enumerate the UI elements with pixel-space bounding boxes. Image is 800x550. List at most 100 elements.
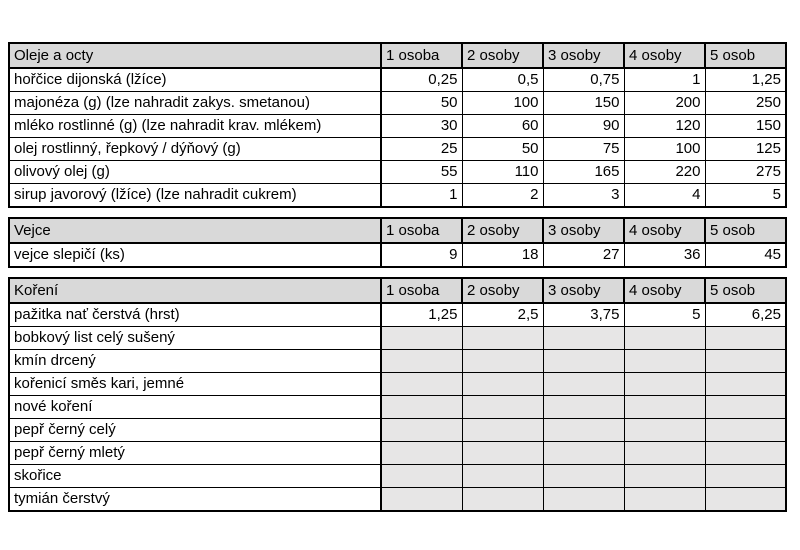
value-cell[interactable] [461,326,544,350]
value-cell[interactable]: 5 [623,302,706,327]
value-cell[interactable]: 90 [542,114,625,138]
value-cell[interactable] [542,326,625,350]
col-header-4-osoby[interactable]: 4 osoby [623,277,706,304]
value-cell[interactable] [623,441,706,465]
row-label-cell[interactable]: sirup javorový (lžíce) (lze nahradit cuk… [8,183,382,208]
value-cell[interactable]: 4 [623,183,706,208]
col-header-2-osoby[interactable]: 2 osoby [461,277,544,304]
value-cell[interactable] [623,487,706,512]
value-cell[interactable]: 18 [461,242,544,268]
col-header-5-osob[interactable]: 5 osob [704,277,787,304]
col-header-5-osob[interactable]: 5 osob [704,42,787,69]
value-cell[interactable] [704,418,787,442]
value-cell[interactable] [704,395,787,419]
value-cell[interactable] [623,464,706,488]
value-cell[interactable] [380,372,463,396]
value-cell[interactable]: 2 [461,183,544,208]
value-cell[interactable]: 110 [461,160,544,184]
value-cell[interactable]: 125 [704,137,787,161]
value-cell[interactable]: 6,25 [704,302,787,327]
value-cell[interactable]: 1 [623,67,706,92]
value-cell[interactable]: 55 [380,160,463,184]
value-cell[interactable]: 1,25 [380,302,463,327]
col-header-1-osoba[interactable]: 1 osoba [380,217,463,244]
value-cell[interactable]: 0,5 [461,67,544,92]
value-cell[interactable] [461,487,544,512]
value-cell[interactable]: 60 [461,114,544,138]
row-label-cell[interactable]: majonéza (g) (lze nahradit zakys. smetan… [8,91,382,115]
value-cell[interactable]: 220 [623,160,706,184]
value-cell[interactable] [623,395,706,419]
value-cell[interactable]: 250 [704,91,787,115]
value-cell[interactable] [542,418,625,442]
value-cell[interactable]: 25 [380,137,463,161]
row-label-cell[interactable]: nové koření [8,395,382,419]
section-title-cell[interactable]: Oleje a octy [8,42,382,69]
row-label-cell[interactable]: tymián čerstvý [8,487,382,512]
value-cell[interactable]: 1 [380,183,463,208]
value-cell[interactable] [623,349,706,373]
value-cell[interactable] [380,441,463,465]
value-cell[interactable] [380,395,463,419]
row-label-cell[interactable]: pepř černý celý [8,418,382,442]
value-cell[interactable]: 5 [704,183,787,208]
value-cell[interactable]: 36 [623,242,706,268]
value-cell[interactable]: 75 [542,137,625,161]
value-cell[interactable] [704,372,787,396]
col-header-3-osoby[interactable]: 3 osoby [542,277,625,304]
row-label-cell[interactable]: bobkový list celý sušený [8,326,382,350]
value-cell[interactable] [461,418,544,442]
value-cell[interactable]: 0,25 [380,67,463,92]
value-cell[interactable]: 50 [461,137,544,161]
value-cell[interactable]: 3 [542,183,625,208]
value-cell[interactable]: 2,5 [461,302,544,327]
value-cell[interactable] [623,372,706,396]
row-label-cell[interactable]: olivový olej (g) [8,160,382,184]
value-cell[interactable]: 3,75 [542,302,625,327]
value-cell[interactable] [704,464,787,488]
value-cell[interactable] [542,464,625,488]
value-cell[interactable]: 200 [623,91,706,115]
value-cell[interactable]: 30 [380,114,463,138]
section-title-cell[interactable]: Koření [8,277,382,304]
col-header-4-osoby[interactable]: 4 osoby [623,217,706,244]
col-header-1-osoba[interactable]: 1 osoba [380,277,463,304]
col-header-2-osoby[interactable]: 2 osoby [461,42,544,69]
col-header-1-osoba[interactable]: 1 osoba [380,42,463,69]
row-label-cell[interactable]: pepř černý mletý [8,441,382,465]
value-cell[interactable]: 165 [542,160,625,184]
value-cell[interactable] [623,418,706,442]
row-label-cell[interactable]: pažitka nať čerstvá (hrst) [8,302,382,327]
value-cell[interactable] [461,441,544,465]
value-cell[interactable] [542,349,625,373]
value-cell[interactable] [542,441,625,465]
value-cell[interactable] [542,372,625,396]
value-cell[interactable] [380,464,463,488]
row-label-cell[interactable]: hořčice dijonská (lžíce) [8,67,382,92]
value-cell[interactable] [461,372,544,396]
value-cell[interactable]: 0,75 [542,67,625,92]
value-cell[interactable]: 27 [542,242,625,268]
col-header-4-osoby[interactable]: 4 osoby [623,42,706,69]
value-cell[interactable] [704,349,787,373]
value-cell[interactable] [380,487,463,512]
value-cell[interactable]: 120 [623,114,706,138]
row-label-cell[interactable]: kořenicí směs kari, jemné [8,372,382,396]
value-cell[interactable]: 150 [704,114,787,138]
value-cell[interactable] [461,395,544,419]
row-label-cell[interactable]: vejce slepičí (ks) [8,242,382,268]
row-label-cell[interactable]: olej rostlinný, řepkový / dýňový (g) [8,137,382,161]
value-cell[interactable]: 275 [704,160,787,184]
value-cell[interactable] [704,326,787,350]
col-header-3-osoby[interactable]: 3 osoby [542,217,625,244]
row-label-cell[interactable]: kmín drcený [8,349,382,373]
value-cell[interactable]: 1,25 [704,67,787,92]
section-title-cell[interactable]: Vejce [8,217,382,244]
value-cell[interactable]: 50 [380,91,463,115]
value-cell[interactable] [623,326,706,350]
row-label-cell[interactable]: mléko rostlinné (g) (lze nahradit krav. … [8,114,382,138]
value-cell[interactable] [461,464,544,488]
value-cell[interactable] [704,487,787,512]
col-header-5-osob[interactable]: 5 osob [704,217,787,244]
value-cell[interactable]: 45 [704,242,787,268]
